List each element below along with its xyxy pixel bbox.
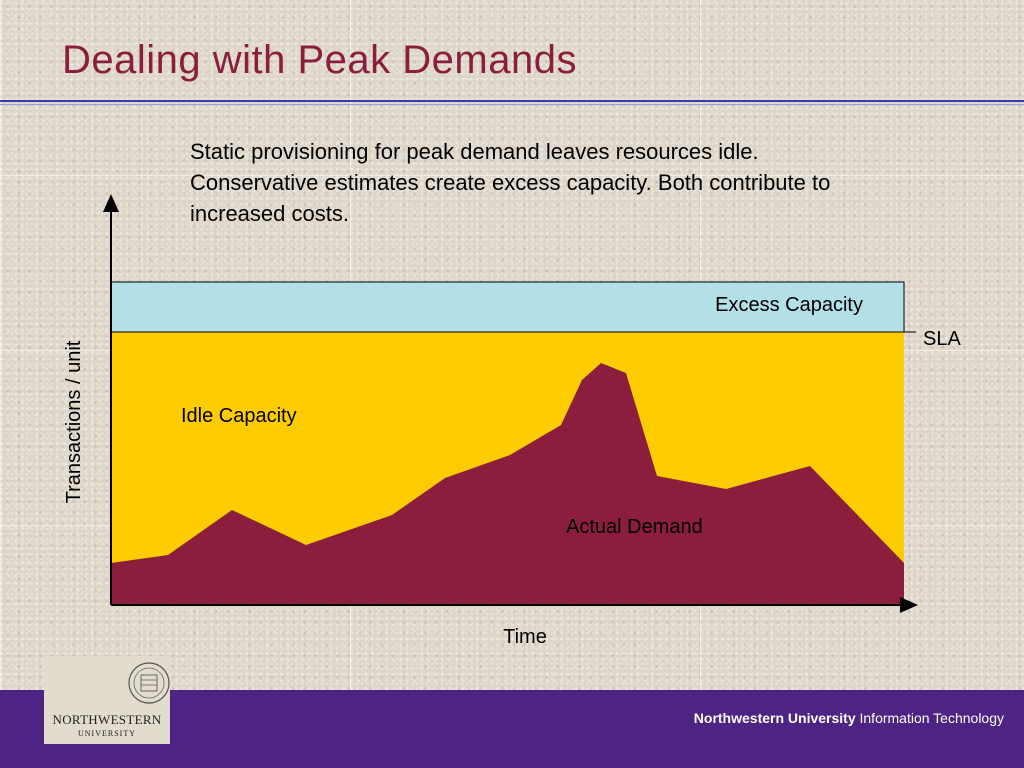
logo-name: NORTHWESTERN (52, 712, 162, 727)
university-logo: NORTHWESTERN UNIVERSITY (44, 656, 170, 744)
capacity-diagram: Excess Capacity SLA Idle Capacity Actual… (63, 194, 961, 648)
title-rule (0, 100, 1024, 102)
actual-demand-label: Actual Demand (566, 516, 703, 538)
footer-org-rest: Information Technology (855, 710, 1004, 726)
actual-demand-area (111, 363, 904, 605)
title-rule-thin (0, 104, 1024, 105)
idle-capacity-label: Idle Capacity (181, 405, 297, 427)
y-axis-label: Transactions / unit (63, 340, 85, 503)
footer-org-bold: Northwestern University (693, 710, 856, 726)
seal-icon (128, 662, 170, 704)
x-axis-label: Time (503, 626, 547, 648)
tile-line (0, 175, 1024, 176)
footer-bar (0, 690, 1024, 768)
logo-sub: UNIVERSITY (78, 729, 136, 738)
excess-capacity-label: Excess Capacity (715, 294, 863, 316)
sla-label: SLA (923, 328, 961, 350)
tile-line (0, 0, 1, 690)
footer-org: Northwestern University Information Tech… (694, 710, 1004, 726)
slide-description: Static provisioning for peak demand leav… (190, 139, 831, 226)
excess-capacity-region (110, 281, 905, 333)
slide-title: Dealing with Peak Demands (62, 38, 577, 82)
